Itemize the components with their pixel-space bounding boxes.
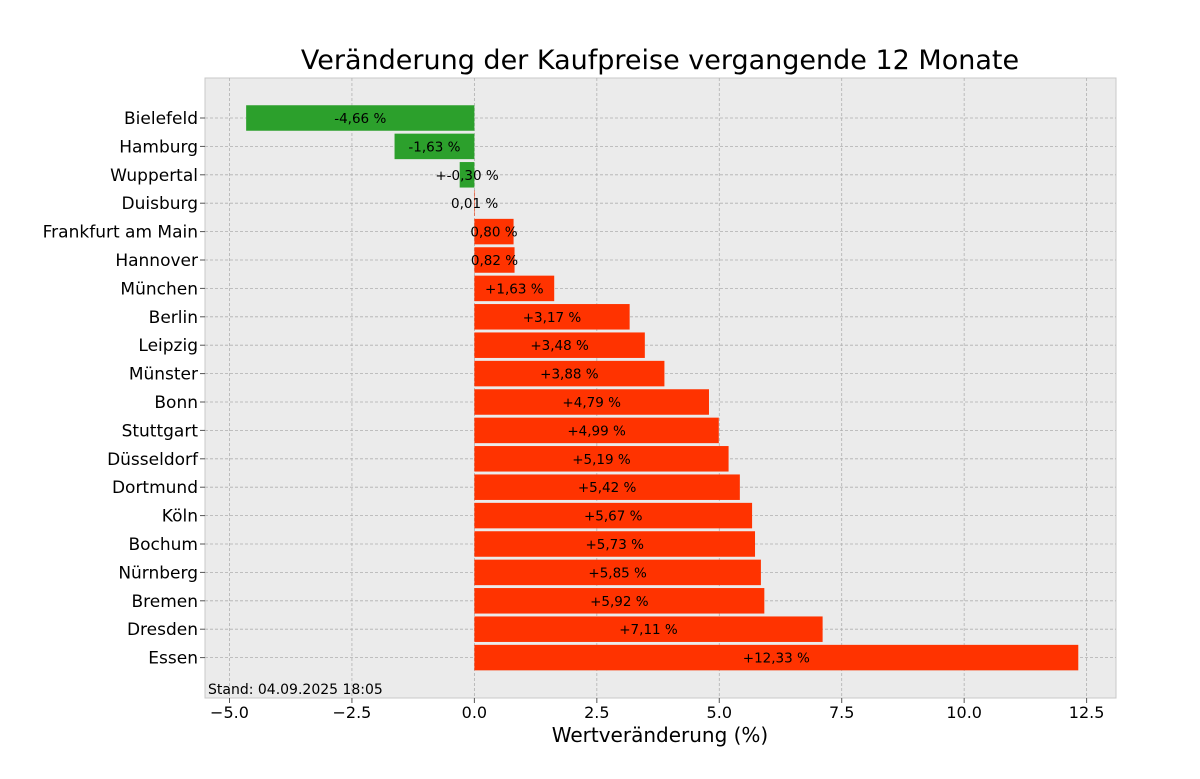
x-tick-label: −2.5 (333, 703, 372, 722)
category-label: Köln (162, 507, 198, 527)
category-label: Duisburg (122, 194, 199, 214)
data-label: -1,63 % (408, 139, 460, 155)
footnote: Stand: 04.09.2025 18:05 (208, 682, 383, 698)
data-label: +7,11 % (619, 622, 678, 638)
data-label: 0,80 % (470, 225, 517, 241)
category-label: Essen (148, 649, 198, 669)
data-label: +3,88 % (540, 367, 599, 383)
x-tick-label: −5.0 (210, 703, 249, 722)
data-label: +5,19 % (572, 452, 631, 468)
data-label: +5,92 % (590, 594, 649, 610)
category-label: Dortmund (112, 478, 198, 498)
category-label: Leipzig (138, 336, 198, 356)
category-label: Münster (129, 365, 198, 385)
data-label: +12,33 % (743, 651, 810, 667)
category-label: Dresden (127, 620, 198, 640)
category-label: Düsseldorf (107, 450, 199, 470)
x-tick-label: 5.0 (707, 703, 732, 722)
data-label: +5,67 % (584, 509, 643, 525)
data-label: 0,82 % (471, 253, 518, 269)
category-label: Berlin (149, 308, 198, 328)
x-tick-label: 2.5 (584, 703, 609, 722)
category-label: Bremen (131, 592, 198, 612)
x-tick-labels: −5.0 −2.5 0.0 2.5 5.0 7.5 10.0 12.5 (210, 698, 1104, 722)
data-label: +5,85 % (588, 565, 647, 581)
category-label: Hamburg (119, 137, 198, 157)
category-label: Hannover (115, 251, 198, 271)
data-label: 0,01 % (451, 196, 498, 212)
x-tick-label: 12.5 (1069, 703, 1105, 722)
y-tick-labels: Bielefeld Hamburg Wuppertal Duisburg Frankfu… (43, 109, 205, 669)
data-label: +4,79 % (562, 395, 621, 411)
data-label: +5,73 % (585, 537, 644, 553)
data-label: +-0,30 % (435, 168, 499, 184)
data-label: +3,17 % (523, 310, 582, 326)
category-label: Wuppertal (110, 166, 198, 186)
x-tick-label: 10.0 (946, 703, 982, 722)
x-tick-label: 0.0 (462, 703, 487, 722)
data-label: +3,48 % (530, 338, 589, 354)
category-label: Bielefeld (124, 109, 198, 129)
category-label: Frankfurt am Main (43, 223, 198, 243)
chart-title: Veränderung der Kaufpreise vergangende 1… (301, 45, 1019, 76)
category-label: Bochum (128, 535, 198, 555)
x-tick-label: 7.5 (829, 703, 854, 722)
x-axis-label: Wertveränderung (%) (552, 723, 769, 747)
category-label: München (120, 279, 198, 299)
data-label: +1,63 % (485, 281, 544, 297)
data-label: -4,66 % (334, 111, 386, 127)
data-label: +5,42 % (578, 480, 637, 496)
category-label: Nürnberg (118, 563, 198, 583)
data-label: +4,99 % (567, 423, 626, 439)
category-label: Bonn (154, 393, 198, 413)
category-label: Stuttgart (122, 421, 199, 441)
